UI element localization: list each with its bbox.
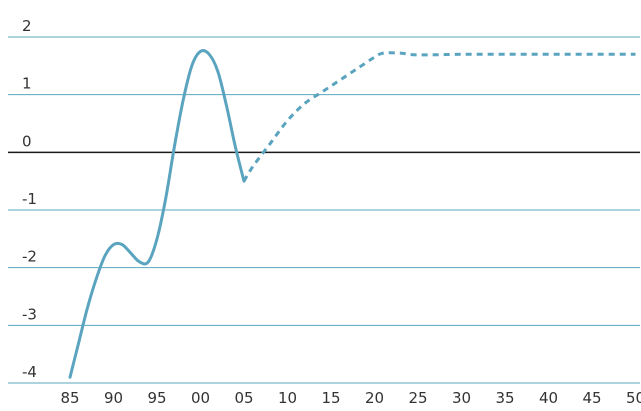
x-tick-label: 35 [495,389,514,407]
x-tick-label: 90 [104,389,123,407]
y-tick-label: 0 [22,132,32,150]
x-tick-label: 50 [626,389,641,407]
x-tick-label: 95 [147,389,166,407]
x-tick-label: 05 [234,389,253,407]
label-layer: 210-1-2-3-485 90 95 00 05 10 15 20 25 30 35 40 45 50 [22,17,641,407]
x-tick-label: 15 [321,389,340,407]
series-line-solid [68,49,246,379]
grid-layer [8,36,640,384]
x-tick-label: 40 [539,389,558,407]
y-tick-label: -3 [22,305,37,323]
y-tick-label: 2 [22,17,32,35]
x-tick-label: 20 [365,389,384,407]
series-layer [68,49,636,379]
x-tick-label: 30 [452,389,471,407]
series-line-dashed [242,51,636,182]
x-tick-label: 10 [278,389,297,407]
y-tick-label: -4 [22,363,37,381]
x-tick-label: 45 [582,389,601,407]
x-tick-label: 25 [408,389,427,407]
y-tick-label: 1 [22,75,32,93]
y-tick-label: -1 [22,190,37,208]
x-tick-label: 85 [60,389,79,407]
y-tick-label: -2 [22,248,37,266]
x-tick-label: 00 [191,389,210,407]
